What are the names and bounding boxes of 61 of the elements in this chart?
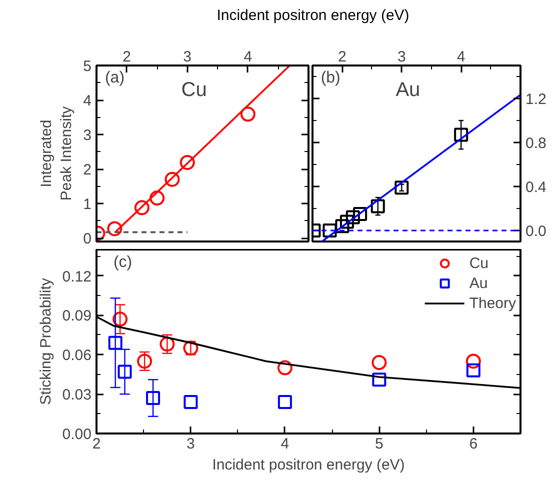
y-tick-label: 0.0 [526, 223, 546, 240]
y-axis-title: Sticking Probability [37, 278, 54, 405]
point [340, 214, 354, 229]
x-tick-label: 6 [469, 436, 478, 452]
x-tick-label: 2 [338, 48, 346, 66]
point [466, 354, 481, 369]
legend-label: Cu [469, 254, 490, 272]
x-tick-label: 3 [186, 436, 195, 452]
x-tick-label: 4 [456, 48, 466, 66]
annotation: Cu [181, 79, 207, 102]
y-tick-label: 0.00 [62, 426, 92, 443]
point [353, 207, 368, 221]
x-axis-title: Incident positron energy (eV) [212, 456, 405, 474]
x-tick-label: 3 [397, 48, 406, 66]
y-tick-label: 0.06 [62, 347, 92, 364]
point [370, 199, 385, 214]
y-tick-label: 2 [83, 162, 92, 179]
x-tick-label: 4 [244, 48, 252, 66]
point [278, 394, 292, 409]
x-tick-label: 2 [122, 48, 131, 66]
x-tick-label: 5 [374, 436, 384, 452]
point [372, 355, 387, 370]
point [146, 391, 160, 406]
point [112, 312, 128, 327]
y-tick-label: 0.12 [62, 268, 92, 286]
y-tick-label: 0 [83, 230, 92, 248]
point [180, 154, 195, 170]
point [335, 219, 350, 234]
point [277, 360, 292, 376]
y-tick-label: 0.03 [62, 386, 92, 404]
point [372, 372, 386, 387]
y-tick-label: 0.4 [526, 179, 546, 196]
point [184, 394, 198, 409]
annotation: (c) [113, 254, 132, 271]
point [240, 106, 256, 122]
legend-label: Theory [469, 294, 516, 312]
x-tick-label: 3 [183, 48, 192, 66]
y-axis-title: Integrated Peak Intensity [38, 106, 76, 201]
point [150, 190, 165, 206]
point [394, 180, 409, 195]
y-tick-label: 1.2 [526, 91, 546, 108]
point [454, 128, 468, 142]
y-tick-label: 3 [83, 127, 92, 144]
annotation: (a) [104, 69, 125, 86]
point [108, 336, 122, 350]
point [346, 210, 360, 224]
annotation: Au [396, 79, 420, 102]
point [134, 200, 150, 216]
annotation: (b) [320, 69, 340, 86]
x-tick-label: 4 [280, 436, 290, 452]
legend-label: Au [469, 274, 489, 292]
y-tick-label: 1 [83, 196, 92, 214]
y-tick-label: 0.09 [62, 308, 92, 325]
point [466, 363, 480, 378]
point [322, 224, 337, 238]
point [118, 364, 132, 379]
point [164, 172, 180, 187]
point [107, 221, 122, 236]
x2-axis-title: Incident positron energy (eV) [216, 6, 410, 26]
y-tick-label: 4 [83, 92, 92, 110]
y-tick-label: 0.8 [526, 135, 546, 152]
